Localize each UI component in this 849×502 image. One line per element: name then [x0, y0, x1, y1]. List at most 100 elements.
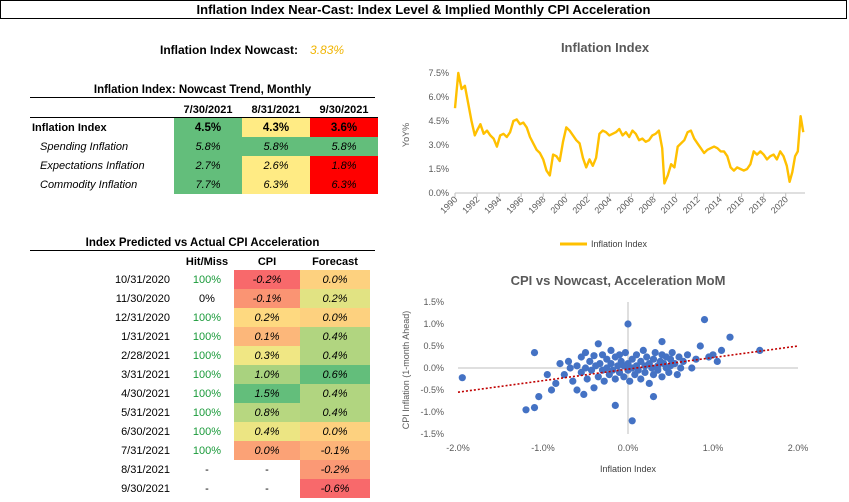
scatter-chart-title: CPI vs Nowcast, Acceleration MoM [511, 273, 726, 288]
pred-forecast: 0.4% [300, 346, 370, 365]
scatter-point [596, 360, 604, 368]
pred-row: 5/31/2021 100% 0.8% 0.4% [92, 403, 370, 422]
scatter-point [645, 379, 653, 387]
trend-row: Expectations Inflation 2.7% 2.6% 1.8% [30, 156, 378, 175]
scatter-point [717, 346, 726, 354]
scatter-point [632, 351, 641, 359]
pred-table-title: Index Predicted vs Actual CPI Accelerati… [30, 237, 375, 251]
pred-date: 7/31/2021 [121, 444, 170, 457]
trend-header-blank [30, 102, 174, 118]
trend-cell: 5.8% [174, 137, 242, 156]
scatter-point [564, 357, 573, 365]
trend-cell: 4.3% [242, 117, 310, 137]
trend-cell: 2.6% [242, 156, 310, 175]
trend-row: Inflation Index 4.5% 4.3% 3.6% [30, 117, 378, 137]
scatter-point [535, 393, 543, 401]
scatter-point [651, 349, 659, 357]
trend-cell: 3.6% [310, 117, 378, 137]
trend-row: Commodity Inflation 7.7% 6.3% 6.3% [30, 175, 378, 194]
scatter-point [522, 406, 530, 414]
trend-cell: 5.8% [310, 137, 378, 156]
scatter-point [609, 366, 617, 374]
pred-row: 6/30/2021 100% 0.4% 0.0% [92, 422, 370, 441]
line-chart-legend: Inflation Index [560, 239, 648, 249]
pred-table: Hit/Miss CPI Forecast 10/31/2020 100% -0.2… [92, 254, 370, 498]
pred-row: 8/31/2021 - - -0.2% [92, 460, 370, 479]
pred-hit-miss: 100% [192, 330, 222, 343]
pred-date: 3/31/2021 [121, 368, 170, 381]
line-chart-xtick: 2010 [659, 194, 680, 215]
line-chart-xtick: 2004 [593, 194, 614, 215]
pred-hit-miss: 100% [192, 368, 222, 381]
line-chart-xtick: 2006 [615, 194, 636, 215]
trend-cell: 4.5% [174, 117, 242, 137]
line-series-inflation-index [453, 71, 805, 185]
scatter-point [639, 346, 647, 354]
scatter-point [665, 368, 673, 376]
pred-forecast: 0.4% [300, 403, 370, 422]
line-chart-xtick: 1992 [460, 194, 481, 215]
line-chart-ytick: 4.5% [428, 116, 449, 126]
line-chart-xtick: 2018 [747, 194, 768, 215]
scatter-xtick: 2.0% [788, 443, 809, 453]
scatter-point [626, 377, 634, 385]
scatter-point [726, 333, 734, 341]
cpi-vs-nowcast-scatter-chart: CPI vs Nowcast, Acceleration MoM CPI Inf… [401, 273, 809, 474]
scatter-point [696, 342, 704, 350]
scatter-point [709, 351, 717, 359]
scatter-point [620, 373, 628, 381]
pred-header-col: Forecast [312, 256, 358, 268]
pred-cpi: 0.3% [234, 346, 300, 365]
pred-hit-miss: 100% [192, 311, 222, 324]
pred-date: 10/31/2020 [114, 273, 170, 286]
pred-cpi: -0.2% [234, 270, 300, 289]
pred-hit-miss: 100% [192, 425, 222, 438]
scatter-point [649, 371, 658, 379]
scatter-point [679, 357, 687, 365]
scatter-point [594, 373, 602, 381]
legend-label: Inflation Index [591, 239, 648, 249]
trend-row: Spending Inflation 5.8% 5.8% 5.8% [30, 137, 378, 156]
scatter-point [658, 373, 666, 381]
pred-cpi: - [265, 463, 269, 476]
scatter-ytick: -1.5% [420, 429, 444, 439]
line-chart-title: Inflation Index [561, 40, 650, 55]
line-chart-ytick: 3.0% [428, 140, 449, 150]
trend-cell: 1.8% [310, 156, 378, 175]
scatter-point [581, 349, 590, 357]
pred-row: 2/28/2021 100% 0.3% 0.4% [92, 346, 370, 365]
scatter-point [611, 375, 619, 383]
pred-date: 9/30/2021 [121, 482, 170, 495]
scatter-point [688, 364, 696, 372]
scatter-point [637, 375, 645, 383]
pred-forecast: 0.2% [300, 289, 370, 308]
scatter-chart-ylabel: CPI Inflation (1-month Ahead) [401, 311, 411, 430]
pred-forecast: 0.6% [300, 365, 370, 384]
pred-forecast: 0.0% [300, 270, 370, 289]
pred-date: 6/30/2021 [121, 425, 170, 438]
scatter-point [634, 366, 642, 374]
scatter-point [598, 351, 607, 359]
line-chart-ytick: 6.0% [428, 92, 449, 102]
pred-date: 12/31/2020 [114, 311, 170, 324]
trend-cell: 5.8% [242, 137, 310, 156]
scatter-point [649, 355, 658, 363]
scatter-point [624, 320, 632, 328]
line-chart-xtick: 1994 [482, 194, 503, 215]
pred-row: 9/30/2021 - - -0.6% [92, 479, 370, 498]
scatter-point [560, 371, 568, 379]
line-chart-xtick: 2008 [637, 194, 658, 215]
trend-cell: 6.3% [310, 175, 378, 194]
scatter-xtick: 1.0% [703, 443, 724, 453]
scatter-xtick: -1.0% [531, 443, 555, 453]
nowcast-summary: Inflation Index Nowcast: 3.83% [160, 43, 344, 57]
line-chart-xtick: 2000 [548, 194, 569, 215]
scatter-point [583, 375, 591, 383]
pred-hit-miss: - [205, 482, 209, 495]
trend-cell: 6.3% [242, 175, 310, 194]
pred-row: 1/31/2021 100% 0.1% 0.4% [92, 327, 370, 346]
pred-cpi: 0.8% [234, 403, 300, 422]
scatter-point [594, 340, 602, 348]
nowcast-label: Inflation Index Nowcast: [160, 43, 299, 57]
scatter-xtick: 0.0% [618, 443, 639, 453]
